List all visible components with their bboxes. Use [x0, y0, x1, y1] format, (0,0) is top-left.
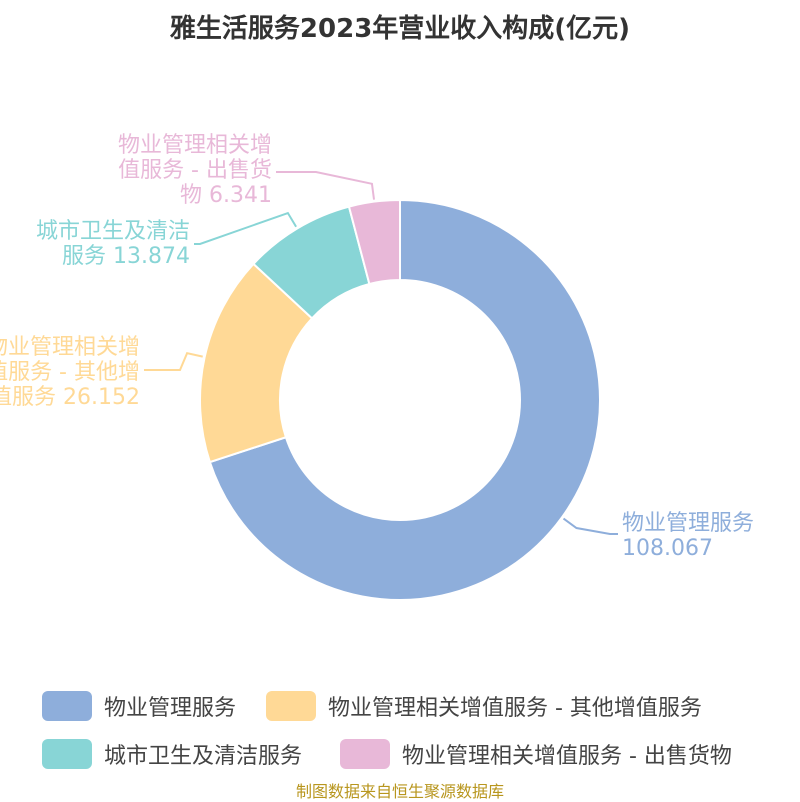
slice-other-value-added[interactable]: [199, 262, 314, 464]
legend-swatch: [340, 739, 390, 769]
legend-swatch: [42, 739, 92, 769]
data-label-line: 值服务 26.152: [0, 385, 140, 410]
data-label-line: 物业管理相关增: [118, 133, 272, 158]
data-label-line: 物业管理相关增: [0, 335, 140, 360]
legend-swatch: [42, 691, 92, 721]
data-label-other-value-added: 物业管理相关增值服务 - 其他增值服务 26.152: [0, 335, 140, 410]
legend-label: 物业管理相关增值服务 - 其他增值服务: [328, 696, 702, 721]
data-label-line: 城市卫生及清洁: [36, 219, 190, 244]
data-label-city-sanitation: 城市卫生及清洁服务 13.874: [36, 219, 190, 269]
leader-line-goods-sales: [276, 171, 376, 200]
slice-property-management[interactable]: [208, 198, 601, 601]
legend-swatch: [266, 691, 316, 721]
chart-title: 雅生活服务2023年营业收入构成(亿元): [169, 14, 631, 44]
data-label-line: 值服务 - 其他增: [0, 360, 140, 385]
legend-item-city-sanitation[interactable]: 城市卫生及清洁服务: [42, 738, 302, 770]
source-note: 制图数据来自恒生聚源数据库: [295, 782, 504, 801]
legend-item-property-management[interactable]: 物业管理服务: [42, 690, 236, 722]
legend-label: 物业管理相关增值服务 - 出售货物: [402, 744, 732, 769]
legend-label: 城市卫生及清洁服务: [104, 744, 303, 769]
data-label-line: 物业管理服务: [622, 511, 754, 536]
leader-line-property-management: [562, 517, 618, 535]
legend-item-goods-sales[interactable]: 物业管理相关增值服务 - 出售货物: [340, 738, 732, 770]
leader-line-city-sanitation: [194, 211, 297, 245]
data-label-goods-sales: 物业管理相关增值服务 - 出售货物 6.341: [118, 133, 272, 208]
slice-goods-sales[interactable]: [347, 198, 401, 286]
legend-label: 物业管理服务: [104, 696, 237, 721]
data-label-property-management: 物业管理服务 108.067: [622, 511, 754, 561]
data-label-line: 值服务 - 出售货: [118, 158, 272, 183]
legend-item-other-value-added[interactable]: 物业管理相关增值服务 - 其他增值服务: [266, 690, 702, 722]
data-label-line: 服务 13.874: [62, 244, 190, 269]
data-label-line: 物 6.341: [180, 183, 272, 208]
data-label-line: 108.067: [622, 536, 713, 561]
leader-line-other-value-added: [144, 352, 203, 371]
